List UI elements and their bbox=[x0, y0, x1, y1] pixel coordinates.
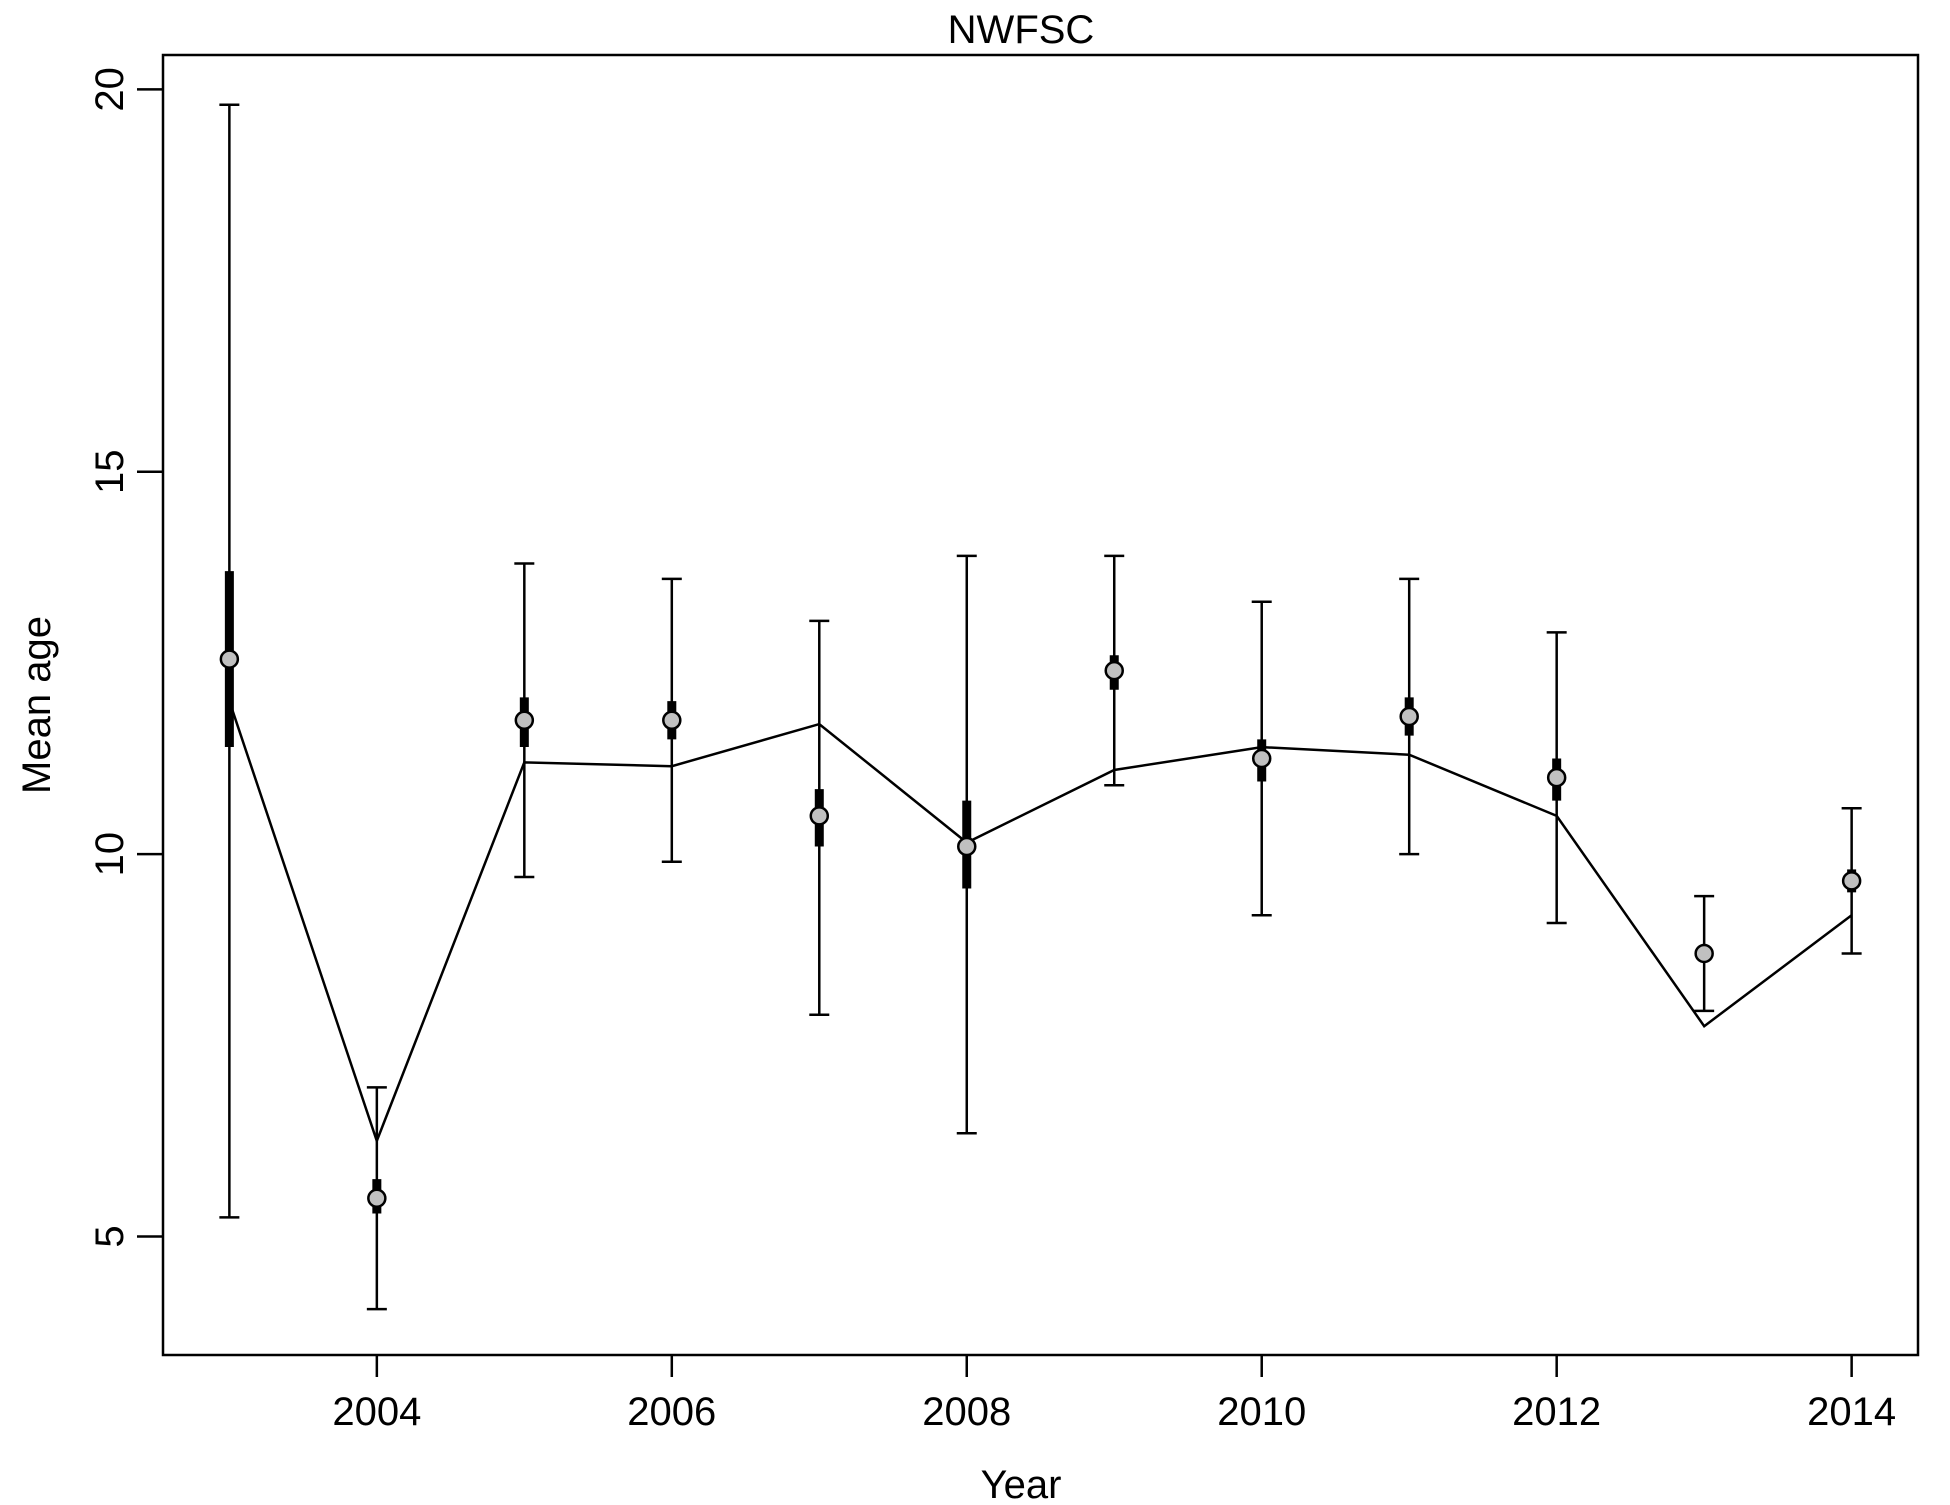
observed-point bbox=[1399, 706, 1419, 727]
observed-points bbox=[219, 649, 1862, 1208]
y-tick-label: 15 bbox=[88, 450, 132, 495]
y-axis-title: Mean age bbox=[15, 616, 59, 794]
x-tick-label: 2014 bbox=[1807, 1390, 1896, 1434]
observed-point bbox=[1104, 660, 1124, 681]
expected-line-group bbox=[228, 700, 1853, 1145]
observed-point bbox=[367, 1188, 387, 1208]
chart-title: NWFSC bbox=[948, 8, 1095, 52]
x-tick-label: 2006 bbox=[627, 1390, 716, 1434]
x-axis-title: Year bbox=[981, 1463, 1062, 1500]
observed-point bbox=[957, 836, 977, 857]
plot-frame bbox=[161, 53, 1920, 1357]
x-tick-label: 2012 bbox=[1512, 1390, 1601, 1434]
error-bars bbox=[219, 103, 1862, 1311]
observed-point bbox=[662, 710, 682, 731]
y-axis: 5 10 15 20 bbox=[88, 67, 163, 1248]
observed-point bbox=[1251, 748, 1272, 769]
observed-point bbox=[219, 649, 240, 669]
x-tick-label: 2008 bbox=[922, 1390, 1011, 1434]
expected-mean-age-line bbox=[228, 700, 1853, 1145]
y-tick-label: 10 bbox=[88, 832, 132, 877]
observed-point bbox=[1694, 943, 1714, 964]
x-tick-label: 2010 bbox=[1217, 1390, 1306, 1434]
observed-point bbox=[514, 710, 535, 731]
x-tick-label: 2004 bbox=[332, 1390, 421, 1434]
observed-point bbox=[1841, 871, 1862, 891]
y-tick-label: 5 bbox=[88, 1225, 132, 1247]
x-axis: 2004 2006 2008 2010 2012 2014 bbox=[332, 1355, 1896, 1434]
y-tick-label: 20 bbox=[88, 67, 132, 112]
observed-point bbox=[809, 806, 830, 826]
observed-point bbox=[1546, 767, 1567, 788]
